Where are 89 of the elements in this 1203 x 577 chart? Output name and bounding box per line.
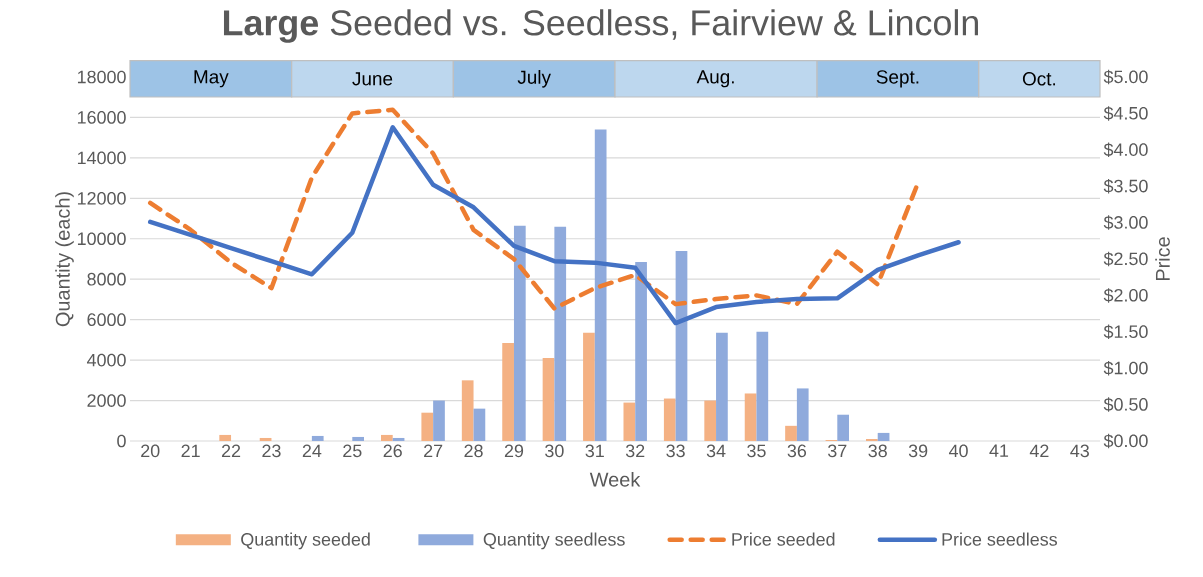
y2-tick-label: $1.50 [1103,324,1148,340]
bar [352,436,365,441]
y2-tick-label: $4.00 [1103,142,1148,158]
x-tick-label: 43 [1070,444,1089,458]
legend-label: Quantity seedless [483,532,625,550]
y-tick-label: 12000 [77,191,126,205]
bar [756,331,769,441]
x-tick-label: 25 [343,444,362,458]
bar [837,414,850,441]
y-tick-label: 4000 [86,353,126,367]
x-tick-label: 31 [585,444,604,458]
legend-label: Quantity seeded [241,532,370,550]
y-tick-label: 16000 [77,111,126,124]
bar [623,402,636,441]
x-tick-label: 33 [666,444,685,458]
bar [554,226,567,441]
band-label: Aug. [696,70,734,88]
bar [513,225,526,441]
y-tick-label: 8000 [87,272,126,286]
x-tick-label: 42 [1029,444,1049,458]
x-tick-label: 22 [221,444,241,458]
x-tick-label: 37 [828,444,847,458]
y-tick-label: 10000 [77,232,126,246]
y2-tick-label: $3.50 [1103,178,1148,194]
bar [433,400,445,441]
x-tick-label: 28 [464,444,483,458]
line-series [147,107,921,311]
bar [785,425,797,441]
bar [594,129,607,441]
y2-tick-label: $5.00 [1103,69,1148,85]
legend-label: Price seedless [942,532,1058,546]
bar [796,388,809,441]
bar [311,435,324,441]
band-label: May [194,70,229,88]
bar [744,393,757,441]
x-tick-label: 24 [302,444,322,458]
band-label: Sept. [876,70,919,88]
bar [663,398,676,441]
x-tick-label: 29 [504,444,524,458]
bar [259,437,272,441]
x-tick-label: 41 [989,444,1009,457]
x-tick-label: 21 [181,444,200,458]
x-tick-label: 38 [868,444,887,458]
x-tick-label: 20 [141,444,160,458]
bar [704,400,717,441]
x-tick-label: 35 [747,444,766,458]
bar [219,434,232,441]
x-tick-label: 32 [625,444,645,458]
bar [716,332,728,441]
y-tick-label: 18000 [77,70,126,84]
y2-tick-label: $2.50 [1103,251,1148,267]
bar [542,358,555,441]
y2-tick-label: $4.50 [1103,106,1148,121]
chart-title: Large Seeded vs. Seedless, Fairview & Lincoln [223,9,978,43]
bar [421,412,434,441]
x-tick-label: 30 [545,444,564,458]
x-tick-label: 36 [787,444,807,458]
y2-tick-label: $0.50 [1103,397,1148,412]
bar [583,332,595,441]
y-tick-label: 14000 [77,151,126,165]
x-tick-label: 27 [424,444,443,458]
band-label: Oct. [1022,72,1056,86]
band-label: June [352,72,393,86]
line-series [147,124,961,326]
y-axis-title: Quantity (each) [55,192,74,327]
bar [502,342,514,441]
bar [866,438,878,441]
x-tick-label: 34 [706,444,726,458]
bar [380,434,393,441]
x-tick-label: 39 [908,444,928,458]
y-tick-label: 2000 [87,394,126,407]
y2-tick-label: $0.00 [1103,433,1148,449]
band-label: July [517,69,551,88]
y2-tick-label: $3.00 [1103,215,1148,230]
bar [392,437,405,441]
x-tick-label: 40 [948,444,968,458]
y-tick-label: 0 [117,434,126,448]
bar [473,408,486,441]
legend-label: Price seeded [732,532,835,546]
y2-tick-label: $2.00 [1103,288,1148,303]
y2-tick-label: $1.00 [1103,360,1148,376]
x-tick-label: 23 [262,444,281,458]
bar [877,432,890,441]
y-tick-label: 6000 [87,313,126,327]
bar [635,262,647,441]
x-axis-title: Week [589,472,641,487]
bar [461,380,474,441]
y2-axis-title: Price [1155,237,1170,281]
x-tick-label: 26 [383,444,402,458]
